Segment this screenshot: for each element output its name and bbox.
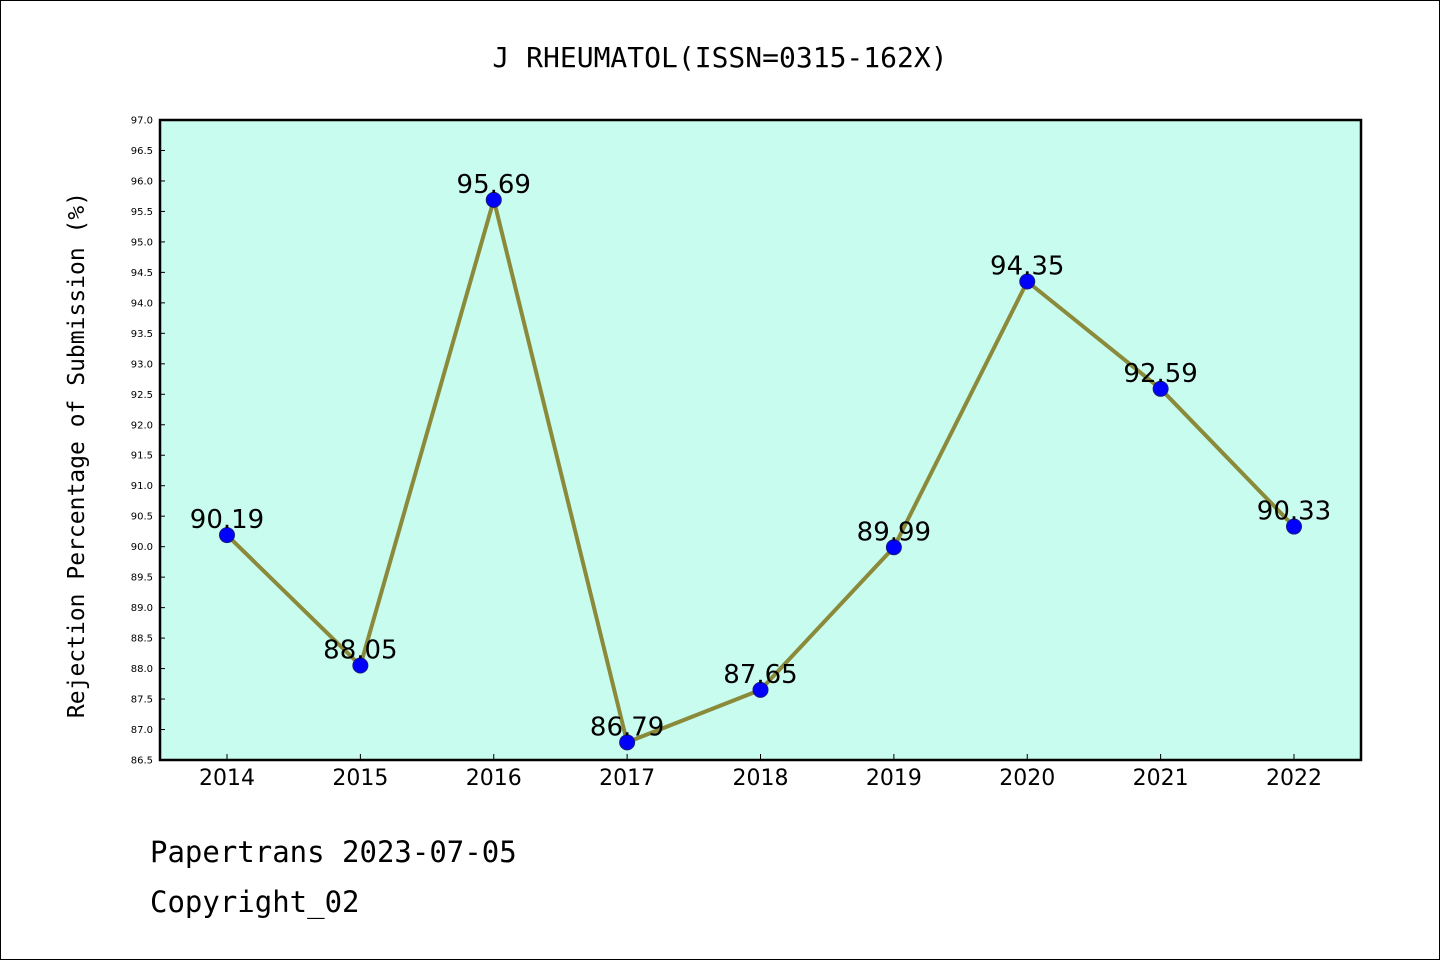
plot-area [160,120,1361,760]
data-point [1152,380,1169,397]
y-tick-label: 95.0 [131,237,153,248]
x-tick-label: 2014 [199,766,255,791]
y-tick-label: 88.5 [131,634,153,645]
data-markers [219,191,1302,751]
y-tick-label: 91.5 [131,451,153,462]
data-label: 86.79 [590,712,664,742]
data-point [1286,518,1302,535]
data-labels: 90.19 88.05 95.69 86.79 87.65 89.99 94.35 92.59… [190,170,1331,742]
x-tick-label: 2021 [1133,766,1189,791]
chart-title: J RHEUMATOL(ISSN=0315-162X) [492,41,947,74]
data-label: 88.05 [323,636,397,666]
x-axis-ticks: 2014 2015 2016 2017 2018 2019 2020 2021 2022 [199,754,1322,791]
y-tick-label: 90.5 [131,512,153,523]
data-label: 87.65 [723,660,797,690]
data-point [219,527,235,544]
y-tick-label: 94.5 [131,268,153,279]
x-tick-label: 2015 [332,766,388,791]
data-label: 90.33 [1257,497,1331,527]
y-tick-label: 96.5 [131,146,153,157]
x-tick-label: 2018 [733,766,789,791]
y-tick-label: 90.0 [131,542,153,553]
y-tick-label: 94.0 [131,298,153,309]
data-label: 94.35 [990,252,1064,282]
data-point [485,191,502,208]
y-tick-label: 97.0 [131,116,153,127]
y-tick-label: 91.0 [131,481,153,492]
y-axis-label: Rejection Percentage of Submission (%) [64,192,90,718]
data-point [1019,273,1036,290]
plot-border [158,118,1363,762]
footer-date: Papertrans 2023-07-05 [150,835,517,869]
y-tick-label: 93.0 [131,359,153,370]
y-tick-label: 93.5 [131,329,153,340]
x-tick-label: 2020 [999,766,1055,791]
y-tick-label: 89.0 [131,603,153,614]
x-tick-label: 2016 [466,766,522,791]
y-tick-label: 92.5 [131,390,153,401]
data-point [885,539,902,556]
y-tick-label: 92.0 [131,420,153,431]
x-tick-label: 2019 [866,766,922,791]
y-tick-label: 88.0 [131,664,153,675]
data-point [752,681,769,698]
footer-copyright: Copyright_02 [150,885,360,919]
data-point [352,657,369,674]
y-tick-label: 96.0 [131,176,153,187]
data-label: 90.19 [190,505,264,535]
data-point [619,734,636,751]
data-label: 92.59 [1123,359,1197,389]
data-label: 95.69 [457,170,531,200]
x-tick-label: 2017 [599,766,655,791]
y-tick-label: 87.5 [131,695,153,706]
x-tick-label: 2022 [1266,766,1322,791]
y-tick-label: 95.5 [131,207,153,218]
y-axis-ticks: 86.5 87.0 87.5 88.0 88.5 89.0 89.5 90.0 90.5 91.0… [131,116,165,767]
y-tick-label: 89.5 [131,573,153,584]
data-label: 89.99 [857,517,931,547]
y-tick-label: 87.0 [131,725,153,736]
y-tick-label: 86.5 [131,756,153,767]
